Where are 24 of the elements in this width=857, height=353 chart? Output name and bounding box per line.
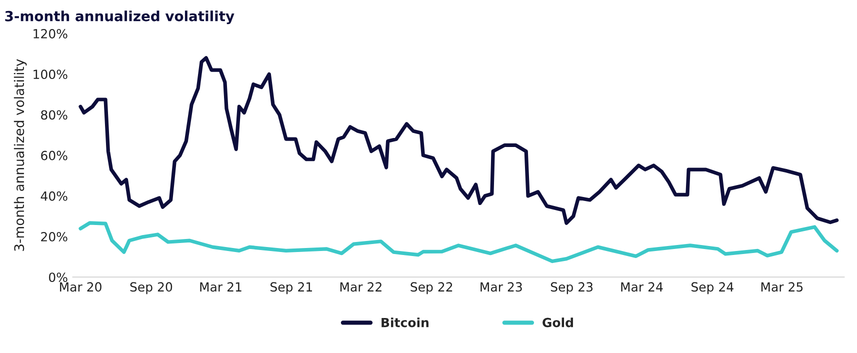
- x-tick-label: Sep 23: [550, 282, 593, 294]
- legend-label: Gold: [542, 318, 573, 328]
- x-tick-label: Mar 20: [60, 282, 102, 292]
- x-tick-label: Sep 21: [270, 282, 312, 294]
- line-series: [78, 221, 839, 264]
- x-tick-label: Sep 20: [130, 282, 172, 294]
- y-tick-label: 20%: [41, 232, 68, 242]
- x-tick-label: Sep 22: [410, 282, 452, 294]
- x-tick-label: Mar 21: [200, 282, 242, 292]
- x-tick-label: Mar 24: [621, 282, 663, 292]
- x-tick-label: Mar 25: [761, 282, 803, 292]
- y-tick-label: 80%: [41, 110, 68, 120]
- y-tick-label: 100%: [34, 70, 68, 80]
- x-tick-label: Sep 24: [692, 282, 734, 294]
- x-tick-label: Mar 23: [480, 282, 522, 292]
- chart-title: 3-month annualized volatility: [5, 10, 234, 24]
- y-tick-label: 120%: [34, 29, 68, 38]
- y-tick-label: 40%: [40, 191, 68, 201]
- y-tick-label: 0%: [48, 272, 68, 282]
- legend-label: Bitcoin: [382, 318, 428, 328]
- line-series: [78, 56, 839, 225]
- x-tick-label: Mar 22: [340, 282, 382, 292]
- y-tick-label: 60%: [41, 150, 68, 160]
- y-axis-title: 3-month annualized volatility: [14, 59, 27, 251]
